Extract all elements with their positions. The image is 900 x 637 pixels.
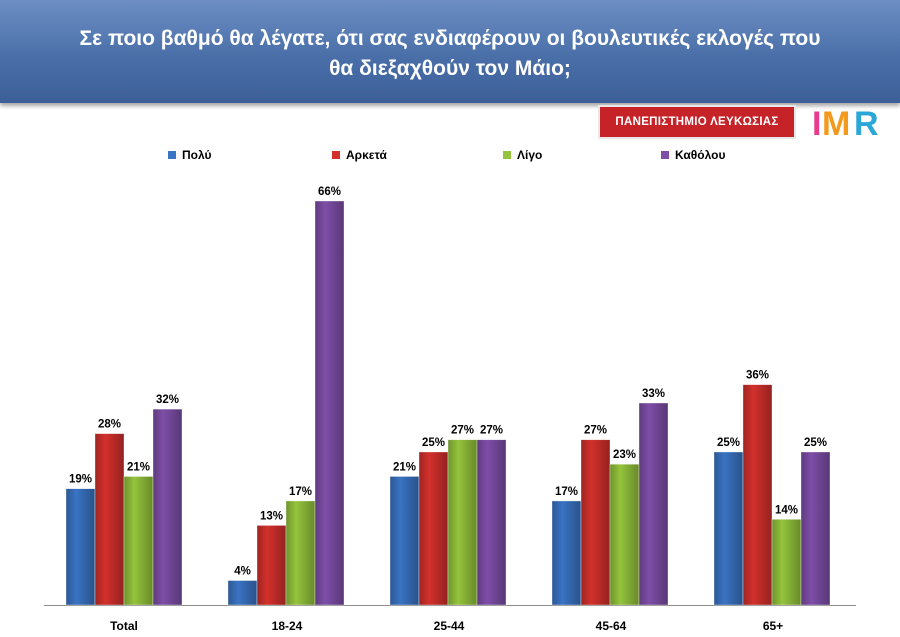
category-label: 18-24 bbox=[272, 619, 303, 633]
legend-label: Λίγο bbox=[517, 148, 543, 162]
bar bbox=[638, 402, 669, 606]
bar bbox=[580, 439, 611, 606]
legend-swatch bbox=[168, 151, 176, 159]
legend-label: Πολύ bbox=[182, 148, 212, 162]
page-title: Σε ποιο βαθμό θα λέγατε, ότι σας ενδιαφέ… bbox=[40, 24, 860, 84]
category-label: Total bbox=[110, 619, 138, 633]
data-label: 27% bbox=[451, 425, 474, 437]
data-label: 21% bbox=[393, 461, 416, 473]
bar bbox=[609, 463, 640, 606]
bar bbox=[94, 433, 125, 606]
header-banner: Σε ποιο βαθμό θα λέγατε, ότι σας ενδιαφέ… bbox=[0, 0, 900, 103]
chart-legend: Πολύ Αρκετά Λίγο Καθόλου bbox=[0, 148, 900, 168]
legend-label: Καθόλου bbox=[675, 148, 726, 162]
svg-text:M: M bbox=[822, 105, 850, 141]
bar bbox=[123, 476, 154, 606]
data-label: 23% bbox=[613, 449, 636, 461]
bar bbox=[314, 200, 345, 606]
data-label: 25% bbox=[422, 437, 445, 449]
data-label: 19% bbox=[69, 474, 92, 486]
data-label: 17% bbox=[289, 486, 312, 498]
legend-swatch bbox=[661, 151, 669, 159]
legend-swatch bbox=[503, 151, 511, 159]
bar bbox=[771, 519, 802, 606]
legend-swatch bbox=[332, 151, 340, 159]
bar bbox=[742, 384, 773, 606]
data-label: 33% bbox=[642, 388, 665, 400]
university-logo: ΠΑΝΕΠΙΣΤΗΜΙΟ ΛΕΥΚΩΣΙΑΣ bbox=[598, 105, 796, 139]
bar bbox=[713, 451, 744, 606]
bar bbox=[418, 451, 449, 606]
bar bbox=[389, 476, 420, 606]
bar bbox=[152, 408, 183, 606]
data-label: 4% bbox=[234, 566, 251, 578]
data-label: 17% bbox=[555, 486, 578, 498]
data-label: 66% bbox=[318, 186, 341, 198]
university-logo-text: ΠΑΝΕΠΙΣΤΗΜΙΟ ΛΕΥΚΩΣΙΑΣ bbox=[615, 116, 779, 128]
legend-label: Αρκετά bbox=[346, 148, 387, 162]
svg-text:R: R bbox=[854, 105, 879, 141]
data-label: 25% bbox=[717, 437, 740, 449]
svg-text:I: I bbox=[812, 105, 821, 141]
bar bbox=[227, 580, 258, 606]
data-label: 27% bbox=[584, 425, 607, 437]
bar bbox=[65, 488, 96, 606]
data-label: 14% bbox=[775, 504, 798, 516]
bar bbox=[476, 439, 507, 606]
bar bbox=[285, 500, 316, 606]
data-label: 25% bbox=[804, 437, 827, 449]
legend-item: Αρκετά bbox=[332, 148, 387, 162]
bar bbox=[800, 451, 831, 606]
data-label: 21% bbox=[127, 461, 150, 473]
bar bbox=[551, 500, 582, 606]
legend-item: Πολύ bbox=[168, 148, 211, 162]
bar bbox=[256, 525, 287, 606]
category-label: 65+ bbox=[763, 619, 783, 633]
title-line-2: θα διεξαχθούν τον Μάιο; bbox=[329, 57, 571, 80]
data-label: 13% bbox=[260, 510, 283, 522]
legend-item: Καθόλου bbox=[661, 148, 725, 162]
bar bbox=[447, 439, 478, 606]
imr-logo: I M R bbox=[812, 105, 879, 141]
category-label: 45-64 bbox=[596, 619, 627, 633]
data-label: 28% bbox=[98, 419, 121, 431]
legend-item: Λίγο bbox=[503, 148, 542, 162]
data-label: 27% bbox=[480, 425, 503, 437]
data-label: 36% bbox=[746, 370, 769, 382]
title-line-1: Σε ποιο βαθμό θα λέγατε, ότι σας ενδιαφέ… bbox=[79, 27, 821, 50]
data-label: 32% bbox=[156, 394, 179, 406]
category-label: 25-44 bbox=[434, 619, 465, 633]
